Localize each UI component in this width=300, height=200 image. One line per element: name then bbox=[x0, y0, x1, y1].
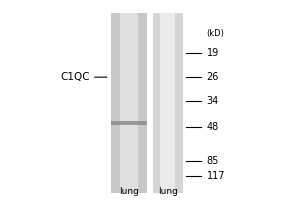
Bar bbox=[160, 13, 175, 193]
Text: (kD): (kD) bbox=[207, 29, 225, 38]
Text: 117: 117 bbox=[207, 171, 225, 181]
Bar bbox=[111, 121, 147, 125]
Bar bbox=[111, 13, 147, 193]
Text: 26: 26 bbox=[207, 72, 219, 82]
Text: lung: lung bbox=[119, 187, 139, 196]
Text: lung: lung bbox=[158, 187, 178, 196]
Text: 85: 85 bbox=[207, 156, 219, 166]
Text: 48: 48 bbox=[207, 122, 219, 132]
Bar bbox=[153, 13, 183, 193]
Text: C1QC: C1QC bbox=[61, 72, 90, 82]
Text: 19: 19 bbox=[207, 48, 219, 58]
Bar bbox=[120, 13, 138, 193]
Text: 34: 34 bbox=[207, 96, 219, 106]
